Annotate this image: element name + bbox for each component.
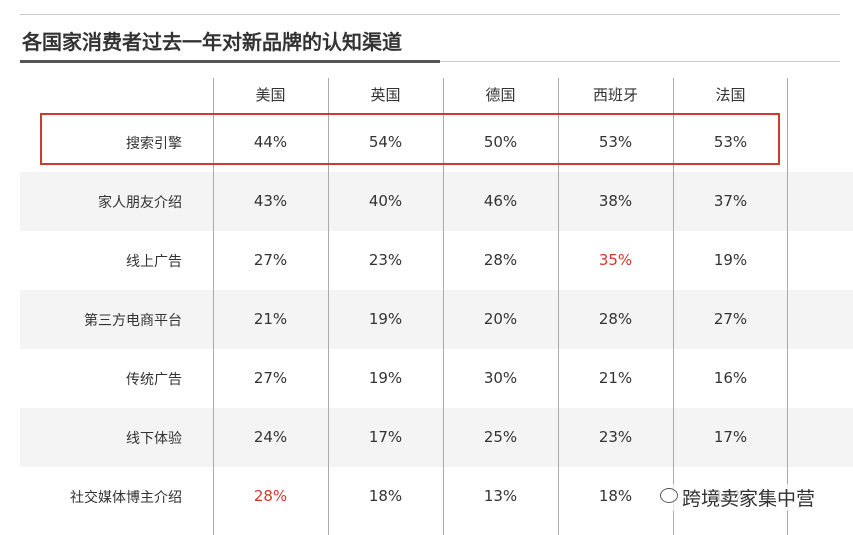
value-cell: 43%	[253, 192, 288, 210]
title: 各国家消费者过去一年对新品牌的认知渠道	[22, 30, 402, 54]
value-cell: 19%	[713, 251, 748, 269]
column-header: 法国	[715, 86, 746, 104]
column-header: 德国	[485, 86, 516, 104]
value-cell: 35%	[598, 251, 633, 269]
value-cell: 27%	[253, 251, 288, 269]
value-cell: 28%	[253, 487, 288, 505]
value-cell: 44%	[253, 133, 288, 151]
watermark: 跨境卖家集中营	[660, 484, 816, 511]
row-bg	[20, 172, 853, 231]
title-rule	[440, 61, 840, 62]
row-label: 线上广告	[126, 254, 182, 270]
wechat-icon	[660, 488, 678, 503]
value-cell: 37%	[713, 192, 748, 210]
value-cell: 17%	[713, 428, 748, 446]
row-label: 家人朋友介绍	[98, 195, 182, 211]
value-cell: 17%	[368, 428, 403, 446]
value-cell: 28%	[483, 251, 518, 269]
row-label: 线下体验	[126, 431, 182, 447]
value-cell: 40%	[368, 192, 403, 210]
column-header: 英国	[370, 86, 401, 104]
value-cell: 19%	[368, 369, 403, 387]
column-divider	[443, 78, 444, 535]
value-cell: 16%	[713, 369, 748, 387]
value-cell: 27%	[253, 369, 288, 387]
value-cell: 38%	[598, 192, 633, 210]
value-cell: 25%	[483, 428, 518, 446]
value-cell: 46%	[483, 192, 518, 210]
column-divider	[787, 78, 788, 535]
value-cell: 53%	[598, 133, 633, 151]
value-cell: 18%	[598, 487, 633, 505]
value-cell: 28%	[598, 310, 633, 328]
value-cell: 30%	[483, 369, 518, 387]
value-cell: 21%	[253, 310, 288, 328]
row-label: 第三方电商平台	[84, 313, 182, 329]
value-cell: 50%	[483, 133, 518, 151]
value-cell: 23%	[368, 251, 403, 269]
value-cell: 19%	[368, 310, 403, 328]
value-cell: 20%	[483, 310, 518, 328]
top-rule	[20, 14, 840, 15]
row-label: 搜索引擎	[126, 136, 182, 152]
value-cell: 24%	[253, 428, 288, 446]
value-cell: 53%	[713, 133, 748, 151]
value-cell: 54%	[368, 133, 403, 151]
value-cell: 18%	[368, 487, 403, 505]
column-header: 西班牙	[592, 86, 638, 104]
column-divider	[673, 78, 674, 535]
value-cell: 23%	[598, 428, 633, 446]
column-divider	[558, 78, 559, 535]
highlight-box	[40, 113, 780, 165]
row-label: 传统广告	[126, 372, 182, 388]
value-cell: 21%	[598, 369, 633, 387]
title-underline	[20, 60, 440, 63]
value-cell: 13%	[483, 487, 518, 505]
column-divider	[213, 78, 214, 535]
value-cell: 27%	[713, 310, 748, 328]
row-label: 社交媒体博主介绍	[70, 490, 182, 506]
row-bg	[20, 290, 853, 349]
column-divider	[328, 78, 329, 535]
column-header: 美国	[255, 86, 286, 104]
row-bg	[20, 408, 853, 467]
